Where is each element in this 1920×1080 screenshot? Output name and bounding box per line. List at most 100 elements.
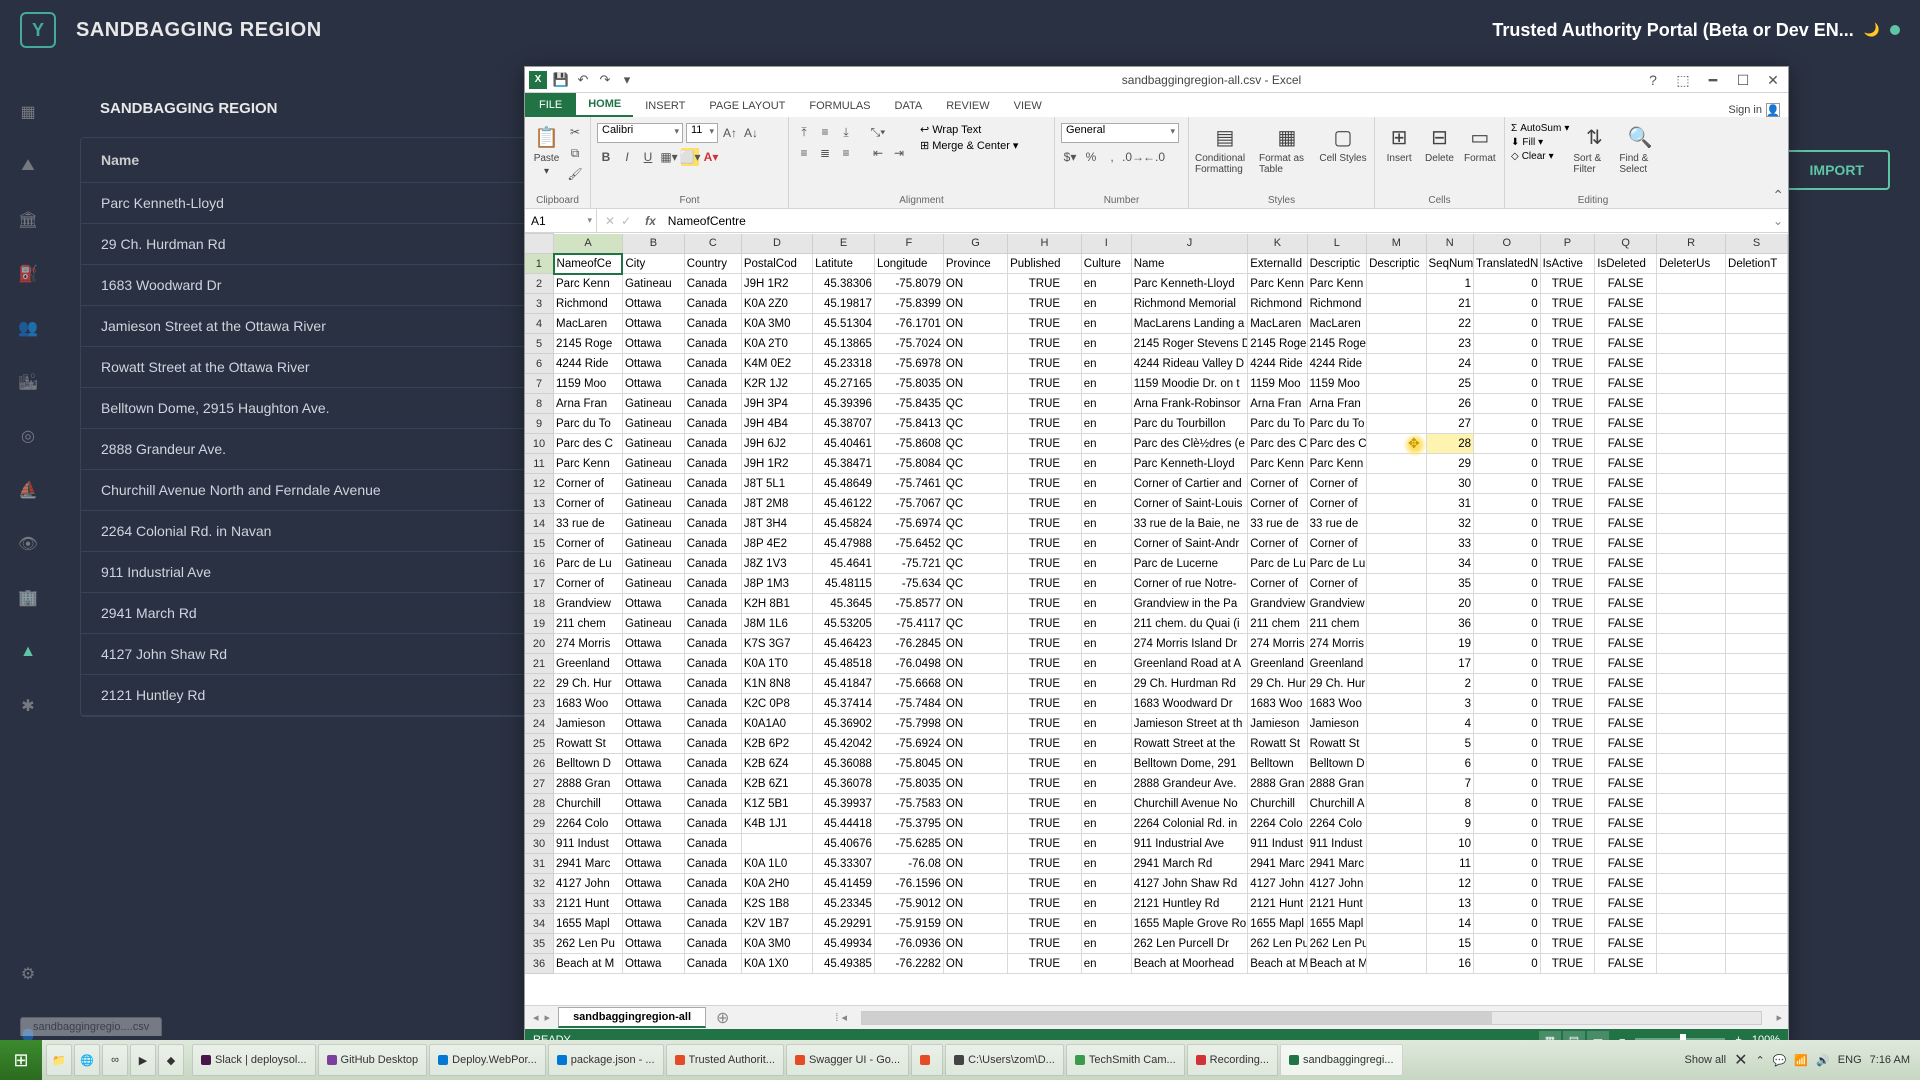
cell[interactable]: 8 [1426,794,1474,814]
cell[interactable]: -76.1701 [874,314,943,334]
align-center-icon[interactable]: ≣ [816,144,834,162]
cell[interactable]: 45.19817 [813,294,875,314]
cell[interactable]: 0 [1474,514,1541,534]
cell[interactable]: J8P 4E2 [741,534,812,554]
cell[interactable]: 45.33307 [813,854,875,874]
cell[interactable]: 5 [1426,734,1474,754]
cell[interactable] [1367,374,1426,394]
cell[interactable]: en [1081,394,1131,414]
cell[interactable] [1657,734,1726,754]
cell[interactable]: -75.8577 [874,594,943,614]
cell[interactable]: TRUE [1008,554,1082,574]
system-tray[interactable]: Show all ✕ ⌃ 💬 📶 🔊 ENG 7:16 AM [1674,1050,1920,1070]
cell[interactable]: 45.37414 [813,694,875,714]
cell[interactable]: QC [943,554,1007,574]
cell[interactable]: Richmond [554,294,623,314]
cell[interactable] [1726,314,1788,334]
cell[interactable]: Canada [684,314,741,334]
cell[interactable] [1726,454,1788,474]
cell[interactable]: TRUE [1540,314,1595,334]
cell[interactable]: TRUE [1008,834,1082,854]
taskbar-item[interactable]: Slack | deploysol... [192,1044,316,1076]
cell[interactable]: MacLaren [554,314,623,334]
cell[interactable]: 262 Len Pu [1248,934,1307,954]
cell[interactable]: 1655 Mapl [1248,914,1307,934]
column-header[interactable]: P [1540,234,1595,254]
cell[interactable]: Gatineau [622,414,684,434]
cell[interactable]: FALSE [1595,434,1657,454]
cell[interactable]: -75.4117 [874,614,943,634]
cell[interactable]: FALSE [1595,454,1657,474]
cell[interactable] [1657,874,1726,894]
cell[interactable]: TRUE [1540,294,1595,314]
column-header[interactable]: E [813,234,875,254]
cell[interactable]: 2941 Marc [554,854,623,874]
cell[interactable]: Canada [684,954,741,974]
cell[interactable]: Arna Fran [1248,394,1307,414]
taskbar-clock[interactable]: 7:16 AM [1870,1054,1910,1066]
cell[interactable]: K1N 8N8 [741,674,812,694]
cell[interactable]: Descriptic [1307,254,1366,274]
cell[interactable]: 45.46122 [813,494,875,514]
cell[interactable]: Ottawa [622,954,684,974]
cell[interactable] [1367,534,1426,554]
cell[interactable]: FALSE [1595,354,1657,374]
cell[interactable]: DeletionT [1726,254,1788,274]
cell[interactable]: Canada [684,774,741,794]
cell[interactable]: 26 [1426,394,1474,414]
cell[interactable]: TRUE [1008,494,1082,514]
cell[interactable]: en [1081,474,1131,494]
cell[interactable]: en [1081,654,1131,674]
cell[interactable] [1367,854,1426,874]
cell[interactable]: TRUE [1540,474,1595,494]
cell[interactable]: 45.36088 [813,754,875,774]
cell[interactable]: TRUE [1540,494,1595,514]
cell[interactable] [1657,474,1726,494]
cell[interactable]: FALSE [1595,774,1657,794]
cell[interactable]: TRUE [1008,914,1082,934]
column-header[interactable]: A [554,234,623,254]
cell[interactable]: 4244 Rideau Valley D [1131,354,1248,374]
cell[interactable]: TRUE [1540,674,1595,694]
cell[interactable]: Canada [684,334,741,354]
cell[interactable]: Parc du Tourbillon [1131,414,1248,434]
cell[interactable]: K0A 1X0 [741,954,812,974]
cell[interactable]: Ottawa [622,774,684,794]
cell[interactable]: Greenland Road at A [1131,654,1248,674]
cell[interactable] [1657,514,1726,534]
cell[interactable]: MacLaren [1307,314,1366,334]
dashboard-icon[interactable]: ▦ [16,100,40,124]
column-header[interactable]: I [1081,234,1131,254]
cell[interactable]: TRUE [1008,634,1082,654]
cell[interactable] [1726,894,1788,914]
row-header[interactable]: 24 [525,714,554,734]
cell[interactable]: TRUE [1008,894,1082,914]
cell[interactable]: 262 Len Pu [1307,934,1366,954]
cell[interactable]: 4244 Ride [1307,354,1366,374]
cell[interactable] [1657,814,1726,834]
decrease-indent-icon[interactable]: ⇤ [869,144,887,162]
borders-icon[interactable]: ▦▾ [660,148,678,166]
cell[interactable]: Canada [684,814,741,834]
cell[interactable]: 211 chem [554,614,623,634]
cell[interactable]: 4244 Ride [554,354,623,374]
cell[interactable]: 29 Ch. Hurdman Rd [1131,674,1248,694]
cell[interactable]: 4127 John [1307,874,1366,894]
cell[interactable]: K2R 1J2 [741,374,812,394]
cell[interactable] [1726,534,1788,554]
cell[interactable]: Ottawa [622,294,684,314]
spreadsheet-grid[interactable]: ABCDEFGHIJKLMNOPQRS1NameofCeCityCountryP… [525,233,1788,1005]
cell[interactable] [1657,774,1726,794]
quicklaunch-browser-icon[interactable]: 🌐 [74,1044,100,1076]
cell[interactable]: Corner of [1307,494,1366,514]
cell[interactable] [1726,914,1788,934]
tab-insert[interactable]: INSERT [633,95,697,117]
cell[interactable]: -75.6285 [874,834,943,854]
list-item[interactable]: Belltown Dome, 2915 Haughton Ave. [81,388,529,429]
column-header[interactable]: D [741,234,812,254]
expand-formula-icon[interactable]: ⌄ [1768,214,1788,228]
cell[interactable]: Beach at M [1307,954,1366,974]
horizontal-scrollbar[interactable] [861,1011,1762,1025]
cell[interactable]: en [1081,894,1131,914]
cell[interactable]: Richmond [1307,294,1366,314]
